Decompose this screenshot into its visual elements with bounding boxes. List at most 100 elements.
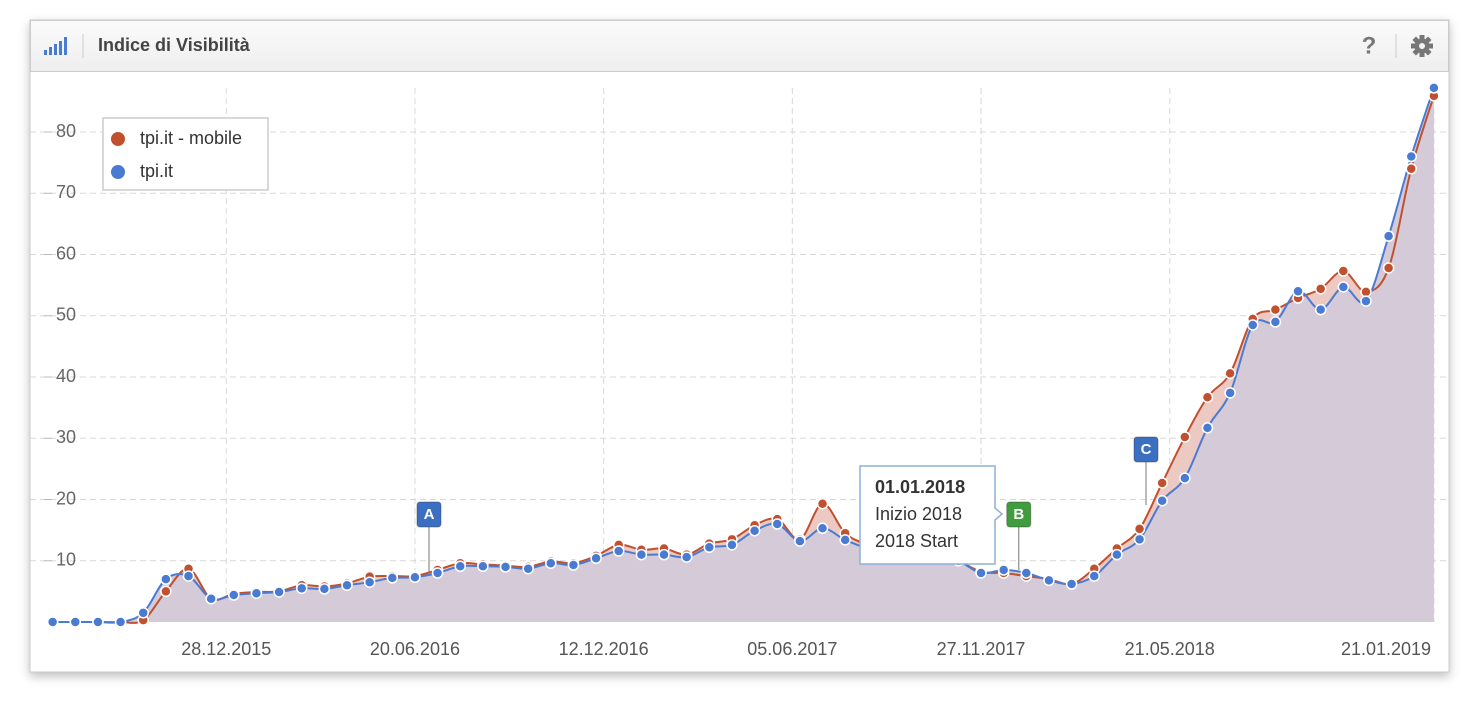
- data-point: [1405, 150, 1418, 163]
- data-point: [1088, 570, 1100, 582]
- data-point: [1156, 494, 1168, 507]
- data-point: [997, 564, 1010, 576]
- data-point: [839, 534, 851, 546]
- data-point: [1043, 574, 1055, 587]
- data-point: [295, 582, 308, 595]
- annotation-label: B: [1013, 506, 1024, 523]
- data-point: [137, 607, 149, 619]
- data-point: [114, 616, 127, 628]
- help-button[interactable]: ?: [1362, 32, 1377, 59]
- data-point: [726, 539, 738, 551]
- data-point: [1428, 82, 1440, 94]
- data-point: [1337, 281, 1350, 293]
- data-point: [1382, 262, 1395, 274]
- data-point: [1133, 533, 1146, 546]
- data-point: [46, 616, 59, 628]
- data-point: [1179, 472, 1191, 484]
- data-point: [1133, 523, 1146, 535]
- x-tick-label: 21.05.2018: [1125, 639, 1215, 659]
- data-point: [1224, 367, 1236, 380]
- data-point: [703, 541, 716, 554]
- x-tick-label: 27.11.2017: [937, 639, 1026, 659]
- x-tick-label: 20.06.2016: [370, 639, 460, 659]
- data-point: [363, 576, 376, 588]
- data-point: [1360, 295, 1372, 307]
- y-tick-label: 10: [56, 550, 76, 570]
- data-point: [1224, 387, 1236, 399]
- data-point: [205, 592, 217, 605]
- legend-marker: [111, 132, 125, 146]
- panel-header: [30, 20, 1449, 72]
- data-point: [816, 498, 829, 510]
- x-tick-label: 21.01.2019: [1341, 639, 1431, 659]
- data-point: [1020, 567, 1033, 579]
- data-point: [250, 587, 263, 599]
- y-tick-label: 60: [56, 243, 76, 263]
- data-point: [477, 560, 489, 573]
- data-point: [567, 559, 580, 571]
- legend-label: tpi.it: [140, 161, 173, 181]
- data-point: [748, 524, 761, 537]
- tooltip-line: Inizio 2018: [875, 504, 962, 524]
- data-point: [92, 616, 104, 628]
- data-point: [635, 548, 648, 561]
- legend-marker: [111, 165, 125, 179]
- data-point: [771, 518, 783, 530]
- tooltip-line: 2018 Start: [875, 531, 958, 551]
- x-tick-label: 12.12.2016: [559, 639, 649, 659]
- data-point: [69, 616, 82, 628]
- annotation-label: C: [1141, 441, 1152, 458]
- annotation-flag: [1006, 501, 1032, 528]
- tooltip: [859, 465, 1004, 565]
- data-point: [409, 571, 421, 584]
- data-point: [1201, 422, 1214, 434]
- data-point: [1314, 303, 1327, 316]
- y-tick-label: 70: [56, 182, 76, 202]
- data-point: [1382, 230, 1395, 242]
- annotation-label: A: [424, 506, 435, 523]
- data-point: [1247, 319, 1259, 331]
- data-point: [816, 522, 829, 535]
- data-point: [975, 567, 987, 579]
- y-tick-label: 30: [56, 427, 76, 447]
- data-point: [386, 572, 399, 584]
- plot: 10 20 30 40 50 60 70 80 28.12.2015 20.06.2016 12.1…: [30, 82, 1449, 659]
- y-tick-label: 80: [56, 121, 76, 141]
- x-tick-label: 05.06.2017: [747, 639, 837, 659]
- data-point: [590, 552, 602, 565]
- data-point: [454, 560, 466, 573]
- y-tick-label: 40: [56, 366, 76, 386]
- signal-icon: [44, 37, 67, 55]
- data-point: [1269, 303, 1282, 316]
- data-point: [341, 579, 353, 592]
- data-point: [318, 583, 331, 595]
- data-point: [1405, 163, 1418, 175]
- data-point: [1314, 283, 1327, 295]
- y-tick-label: 20: [56, 488, 76, 508]
- data-point: [1269, 316, 1282, 328]
- data-point: [794, 535, 806, 547]
- data-point: [522, 562, 534, 575]
- data-point: [545, 557, 557, 569]
- annotation-flag: [1133, 436, 1159, 463]
- data-point: [658, 548, 670, 561]
- panel-title: Indice di Visibilità: [98, 35, 251, 55]
- data-point: [431, 567, 444, 579]
- data-point: [612, 545, 625, 557]
- data-point: [1292, 285, 1304, 298]
- legend: tpi.it - mobile tpi.it: [102, 117, 269, 191]
- data-point: [160, 585, 172, 598]
- annotation-flag: [416, 501, 442, 528]
- data-point: [182, 570, 195, 582]
- series-area: [52, 87, 1434, 623]
- data-point: [1065, 578, 1078, 590]
- legend-label: tpi.it - mobile: [140, 128, 242, 148]
- tooltip-date: 01.01.2018: [875, 477, 965, 497]
- x-tick-label: 28.12.2015: [181, 639, 271, 659]
- y-tick-label: 50: [56, 305, 76, 325]
- data-point: [1179, 431, 1191, 443]
- data-point: [499, 561, 512, 573]
- data-point: [680, 551, 693, 563]
- data-point: [228, 589, 240, 601]
- data-point: [1337, 265, 1350, 277]
